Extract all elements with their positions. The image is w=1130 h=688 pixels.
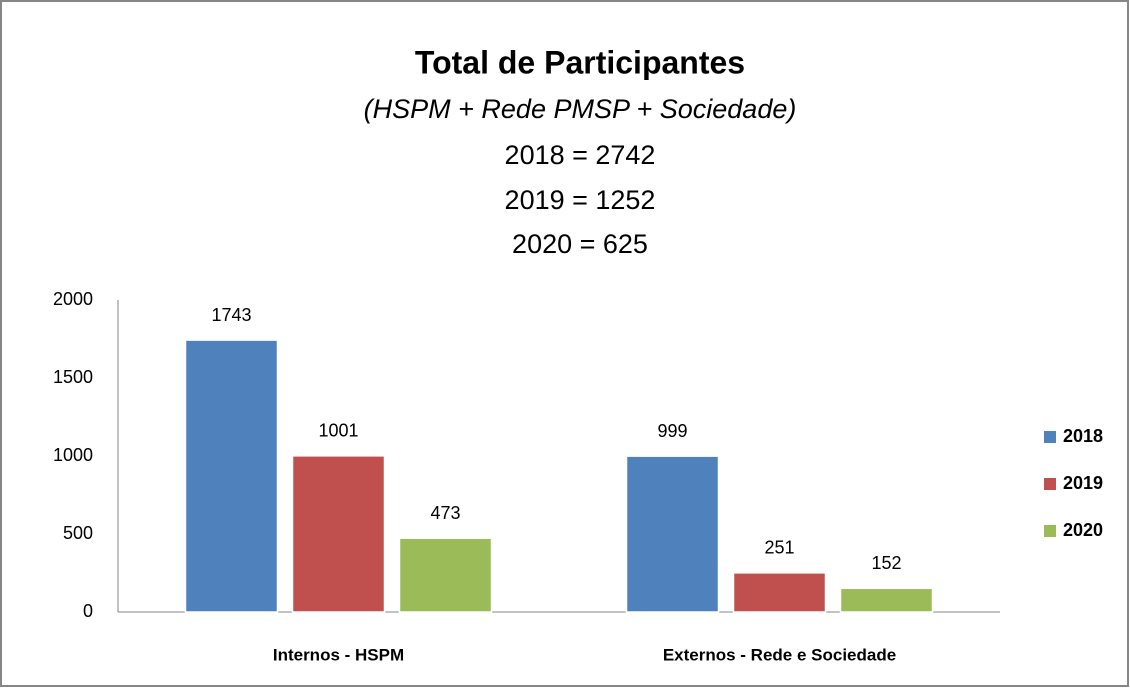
bar — [732, 572, 827, 613]
x-tick-label: Internos - HSPM — [273, 645, 404, 664]
data-label: 1743 — [211, 305, 251, 325]
legend-label: 2019 — [1063, 473, 1103, 493]
y-tick-label: 0 — [83, 601, 93, 621]
legend-swatch — [1044, 431, 1056, 443]
legend-swatch — [1044, 525, 1056, 537]
legend-label: 2020 — [1063, 520, 1103, 540]
chart-title: Total de Participantes — [415, 44, 745, 80]
y-tick-label: 1000 — [53, 445, 93, 465]
data-label: 473 — [430, 503, 460, 523]
legend-label: 2018 — [1063, 426, 1103, 446]
chart-subtitle: (HSPM + Rede PMSP + Sociedade) — [364, 94, 797, 124]
legend-swatch — [1044, 478, 1056, 490]
y-tick-label: 500 — [63, 523, 93, 543]
annotation: 2018 = 2742 — [505, 140, 656, 170]
data-label: 152 — [871, 553, 901, 573]
y-tick-label: 2000 — [53, 289, 93, 309]
bar — [184, 339, 279, 613]
y-tick-label: 1500 — [53, 367, 93, 387]
bar — [398, 537, 493, 613]
bar — [839, 587, 934, 613]
x-tick-label: Externos - Rede e Sociedade — [663, 645, 896, 664]
data-label: 251 — [764, 538, 794, 558]
data-label: 999 — [657, 421, 687, 441]
annotation: 2019 = 1252 — [505, 185, 656, 215]
data-label: 1001 — [318, 421, 358, 441]
annotation: 2020 = 625 — [512, 229, 648, 259]
bar — [291, 455, 386, 613]
bar — [625, 455, 720, 613]
